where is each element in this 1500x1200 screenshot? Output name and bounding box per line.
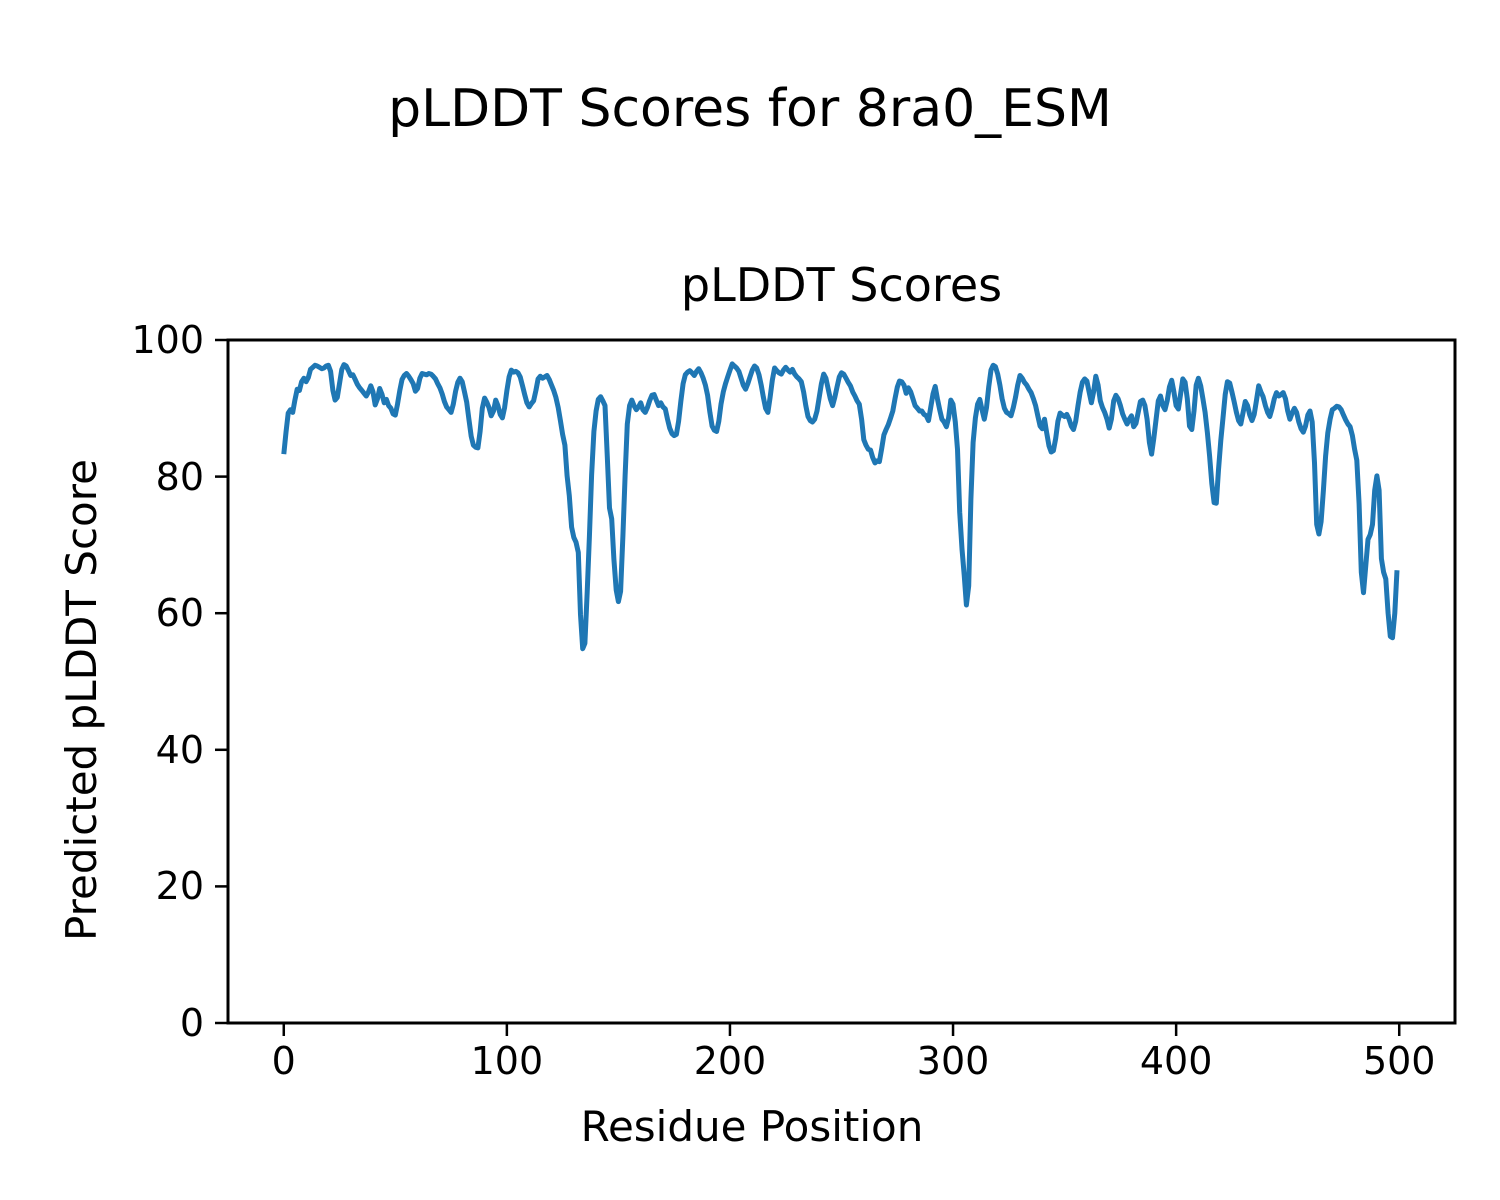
figure-title: pLDDT Scores for 8ra0_ESM	[388, 79, 1112, 139]
x-tick-label: 100	[470, 1039, 544, 1083]
axes-spines	[226, 338, 1457, 1025]
y-tick-label: 80	[155, 454, 204, 499]
x-tick-label: 200	[693, 1039, 767, 1083]
y-axis-label: Predicted pLDDT Score	[56, 459, 106, 941]
y-tick-label: 40	[155, 727, 204, 772]
x-axis-label: Residue Position	[580, 1102, 924, 1151]
x-tick-label: 500	[1362, 1039, 1436, 1083]
y-tick-label: 20	[155, 864, 204, 909]
x-tick-label: 400	[1139, 1039, 1213, 1083]
axes-title: pLDDT Scores	[680, 258, 1003, 312]
y-tick-label: 100	[131, 318, 204, 362]
x-tick-label: 300	[916, 1039, 990, 1083]
plddt-line	[281, 361, 1400, 652]
y-tick-label: 60	[155, 591, 204, 636]
x-tick-label: 0	[271, 1039, 296, 1083]
y-tick-label: 0	[179, 1001, 204, 1045]
